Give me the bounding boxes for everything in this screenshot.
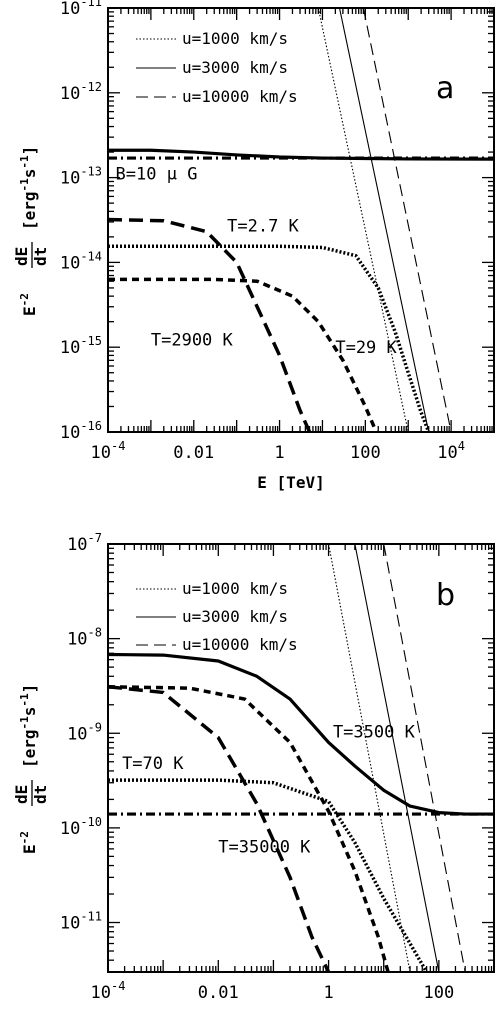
y-tick-label: 10-8 [67, 626, 102, 650]
y-axis-label-units: [erg-1s-1] [18, 146, 39, 230]
y-tick-label: 10-14 [60, 249, 102, 273]
series-line-thick-shortdash [108, 277, 378, 432]
series-line-thick-longdash [108, 217, 312, 432]
y-axis-label-fraction-num: dE [12, 785, 31, 804]
legend-label: u=1000 km/s [182, 579, 288, 598]
y-tick-label: 10-7 [67, 531, 102, 555]
y-tick-label: 10-11 [60, 0, 102, 19]
axis-ticks [107, 8, 494, 433]
y-axis-label: E-2 dE dt [erg-1s-1] [12, 146, 50, 316]
y-axis-label-e: E-2 [18, 293, 39, 316]
legend-label: u=10000 km/s [182, 87, 298, 106]
y-axis-label-e: E-2 [18, 831, 39, 854]
x-tick-label: 1 [274, 443, 284, 463]
series-line-thick-solid [108, 652, 494, 816]
x-tick-label: 10-4 [91, 439, 126, 463]
x-axis-label: E [TeV] [257, 1013, 324, 1016]
series-line-thick-shortdash [108, 685, 390, 972]
y-tick-label: 10-13 [60, 165, 102, 189]
curve-annotation: T=2.7 K [227, 217, 299, 237]
curve-annotation: T=70 K [122, 754, 184, 774]
axis-ticks [107, 544, 494, 973]
y-tick-label: 10-12 [60, 80, 102, 104]
series-line-thick-longdash [108, 685, 331, 972]
x-tick-label: 1 [323, 983, 333, 1003]
series-group [108, 8, 494, 432]
y-axis-label: E-2 dE dt [erg-1s-1] [12, 684, 50, 854]
legend-label: u=10000 km/s [182, 635, 298, 654]
series-line-thin-dashed [383, 544, 466, 972]
x-tick-label: 0.01 [173, 443, 214, 463]
panel-b-chart: 10-4 0.01 1 100 10-11 10-10 10-9 10-8 10-7 E [TeV… [12, 531, 495, 1016]
y-axis-label-fraction-num: dE [12, 247, 31, 266]
series-line-thin-dashed [362, 8, 452, 432]
panel-letter: b [436, 578, 455, 613]
series-line-thin-dotted [328, 544, 411, 972]
y-axis-label-fraction-den: dt [31, 247, 50, 266]
plot-frame [107, 543, 495, 973]
y-tick-label: 10-9 [67, 720, 102, 744]
x-axis-label: E [TeV] [257, 473, 324, 492]
series-line-thick-dotted [108, 778, 429, 972]
curve-annotation: B=10 μ G [116, 164, 198, 184]
curve-annotation: T=29 K [335, 338, 397, 358]
series-line-thin-dotted [317, 8, 409, 432]
series-line-thick-dotted [108, 244, 431, 432]
y-tick-label: 10-10 [60, 815, 102, 839]
x-tick-label: 100 [423, 983, 454, 1003]
x-tick-label: 100 [350, 443, 381, 463]
y-tick-label: 10-16 [60, 419, 102, 443]
y-tick-label: 10-15 [60, 334, 102, 358]
panel-a-chart: 10-4 0.01 1 100 104 10-16 10-15 10-14 10-13 10-12… [12, 0, 495, 492]
series-group [108, 544, 494, 972]
x-tick-label: 0.01 [198, 983, 239, 1003]
curve-annotation: T=2900 K [151, 330, 234, 350]
x-tick-label: 104 [437, 439, 465, 463]
legend-label: u=1000 km/s [182, 29, 288, 48]
y-axis-label-fraction-den: dt [31, 785, 50, 804]
panel-letter: a [436, 71, 454, 106]
legend-label: u=3000 km/s [182, 58, 288, 77]
series-line-thin-solid [354, 544, 440, 972]
curve-annotation: T=35000 K [218, 837, 311, 857]
y-tick-label: 10-11 [60, 910, 102, 934]
series-line-thin-solid [338, 8, 430, 432]
legend-label: u=3000 km/s [182, 607, 288, 626]
y-axis-label-units: [erg-1s-1] [18, 684, 39, 768]
x-tick-label: 10-4 [91, 979, 126, 1003]
curve-annotation: T=3500 K [333, 723, 416, 743]
